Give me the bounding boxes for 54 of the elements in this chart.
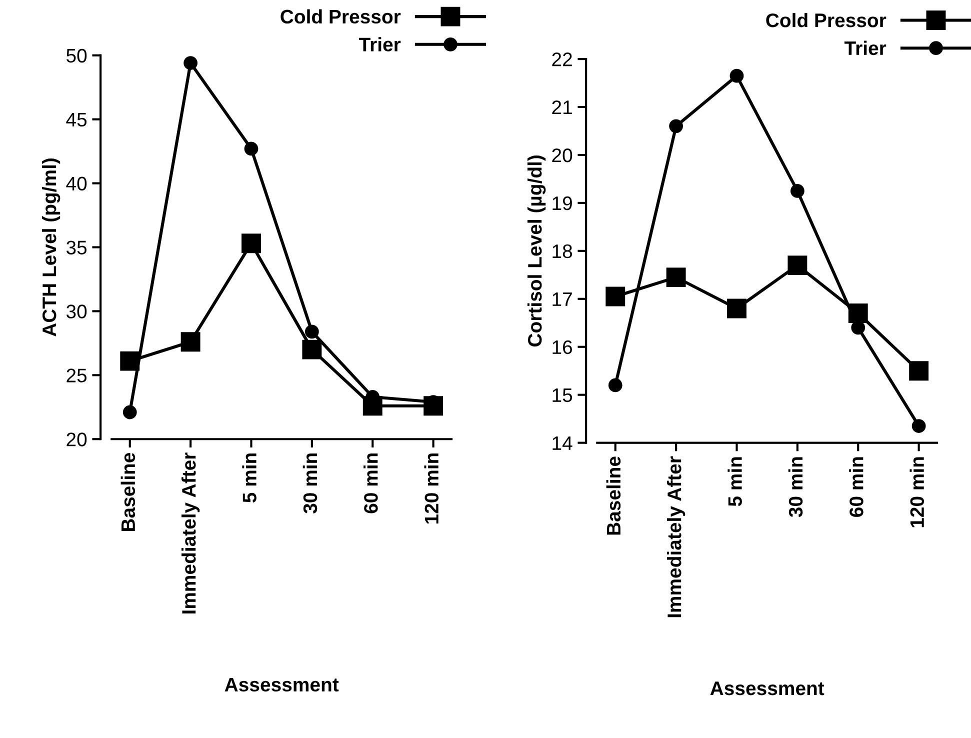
point bbox=[790, 184, 804, 198]
point bbox=[909, 361, 929, 381]
x-tick-label: 120 min bbox=[424, 454, 439, 524]
legend-label: Trier bbox=[358, 37, 401, 52]
y-tick-label: 20 bbox=[552, 148, 572, 162]
y-tick-label: 18 bbox=[552, 244, 572, 258]
point bbox=[669, 119, 684, 134]
point bbox=[184, 56, 198, 70]
x-tick-label: Immediately After bbox=[666, 456, 686, 618]
point bbox=[302, 340, 322, 360]
y-tick-label: 35 bbox=[66, 240, 87, 254]
y-tick-label: 25 bbox=[66, 368, 87, 382]
y-tick-label: 15 bbox=[552, 388, 572, 402]
y-tick-label: 45 bbox=[66, 112, 87, 127]
point bbox=[244, 142, 258, 156]
x-tick-label: 30 min bbox=[302, 454, 318, 514]
legend-label: Cold Pressor bbox=[766, 12, 886, 28]
x-tick-label: 120 min bbox=[910, 457, 924, 528]
point bbox=[912, 419, 926, 433]
y-tick-label: 22 bbox=[552, 52, 572, 66]
y-tick-label: 17 bbox=[552, 292, 572, 306]
y-tick-label: 30 bbox=[66, 304, 87, 318]
point bbox=[727, 298, 746, 318]
x-tick-label: Immediately After bbox=[181, 452, 200, 614]
point bbox=[608, 378, 622, 392]
x-tick-label: 60 min bbox=[364, 454, 378, 514]
y-tick-label: 21 bbox=[552, 100, 572, 114]
point bbox=[730, 68, 744, 83]
point bbox=[122, 405, 137, 420]
y-tick-label: 14 bbox=[552, 436, 572, 450]
x-tick-label: Baseline bbox=[120, 452, 136, 531]
point bbox=[120, 351, 140, 371]
point bbox=[788, 256, 808, 276]
x-tick-label: 30 min bbox=[788, 457, 803, 518]
x-axis-title: Assessment bbox=[710, 682, 824, 696]
legend-label: Cold Pressor bbox=[280, 9, 401, 24]
y-tick-label: 20 bbox=[66, 432, 87, 446]
x-tick-label: 5 min bbox=[242, 454, 256, 502]
y-axis-title: ACTH Level (pg/ml) bbox=[42, 158, 60, 336]
y-axis-title: Cortisol Level (µg/dl) bbox=[527, 156, 546, 346]
x-tick-label: Baseline bbox=[606, 456, 621, 535]
point bbox=[242, 234, 261, 254]
y-tick-label: 19 bbox=[552, 196, 572, 210]
point bbox=[666, 268, 686, 288]
point bbox=[180, 332, 200, 352]
x-tick-label: 5 min bbox=[728, 457, 742, 506]
x-tick-label: 60 min bbox=[849, 457, 864, 517]
y-tick-label: 16 bbox=[552, 340, 572, 354]
y-tick-label: 40 bbox=[66, 176, 87, 191]
point bbox=[606, 286, 626, 306]
point bbox=[304, 324, 319, 339]
legend-label: Trier bbox=[844, 40, 886, 56]
y-tick-label: 50 bbox=[66, 48, 87, 63]
x-axis-title: Assessment bbox=[224, 678, 339, 692]
